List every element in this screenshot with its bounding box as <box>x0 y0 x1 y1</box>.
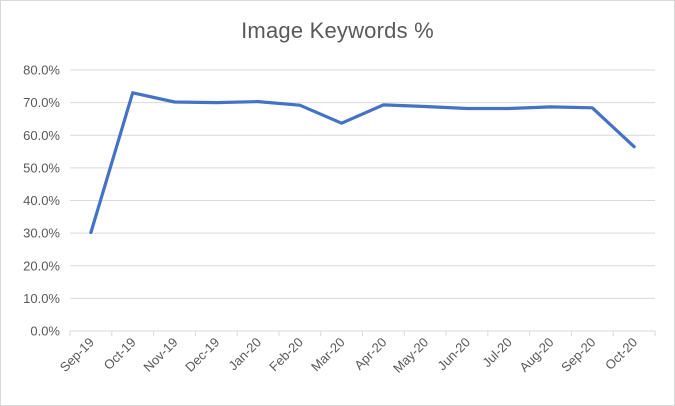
data-point <box>382 103 385 106</box>
data-point <box>215 101 218 104</box>
y-tick-label: 70.0% <box>23 95 60 110</box>
y-axis-tick-labels: 0.0% 10.0% 20.0% 30.0% 40.0% 50.0% 60.0% 70.0% 8… <box>23 63 60 339</box>
data-point <box>340 122 343 125</box>
x-tick-label: Jul-20 <box>479 335 515 371</box>
x-tick-label: Jan-20 <box>225 335 264 374</box>
y-tick-label: 50.0% <box>23 160 60 175</box>
series-layer <box>89 91 636 235</box>
data-point <box>131 91 134 94</box>
x-axis-tick-labels: Sep-19 Oct-19 Nov-19 Dec-19 Jan-20 Feb-20 Mar-… <box>57 335 640 376</box>
chart-title: Image Keywords % <box>241 18 434 43</box>
y-tick-label: 0.0% <box>30 324 60 339</box>
data-point <box>465 107 468 110</box>
x-axis <box>69 330 656 336</box>
x-tick-label: Aug-20 <box>516 335 556 375</box>
y-tick-label: 80.0% <box>23 63 60 78</box>
x-tick-label: Sep-19 <box>57 335 97 375</box>
data-point <box>507 107 510 110</box>
x-tick-label: May-20 <box>390 335 431 376</box>
gridlines <box>70 69 655 299</box>
data-point <box>173 100 176 103</box>
data-point <box>424 105 427 108</box>
y-tick-label: 60.0% <box>23 128 60 143</box>
x-tick-label: Nov-19 <box>140 335 180 375</box>
data-point <box>549 105 552 108</box>
y-tick-label: 10.0% <box>23 291 60 306</box>
y-tick-label: 30.0% <box>23 226 60 241</box>
x-tick-label: Sep-20 <box>558 335 598 375</box>
y-tick-label: 40.0% <box>23 193 60 208</box>
data-point <box>89 231 92 234</box>
y-tick-label: 20.0% <box>23 258 60 273</box>
series-line <box>89 91 636 235</box>
x-tick-label: Dec-19 <box>182 335 222 375</box>
x-tick-label: Mar-20 <box>308 335 348 375</box>
data-point <box>633 145 636 148</box>
x-tick-label: Apr-20 <box>351 335 389 373</box>
x-tick-label: Oct-19 <box>101 335 139 373</box>
data-point <box>257 100 260 103</box>
data-point <box>591 106 594 109</box>
data-point <box>298 104 301 107</box>
x-tick-label: Jun-20 <box>434 335 473 374</box>
x-tick-label: Feb-20 <box>266 335 306 375</box>
x-tick-label: Oct-20 <box>602 335 640 373</box>
